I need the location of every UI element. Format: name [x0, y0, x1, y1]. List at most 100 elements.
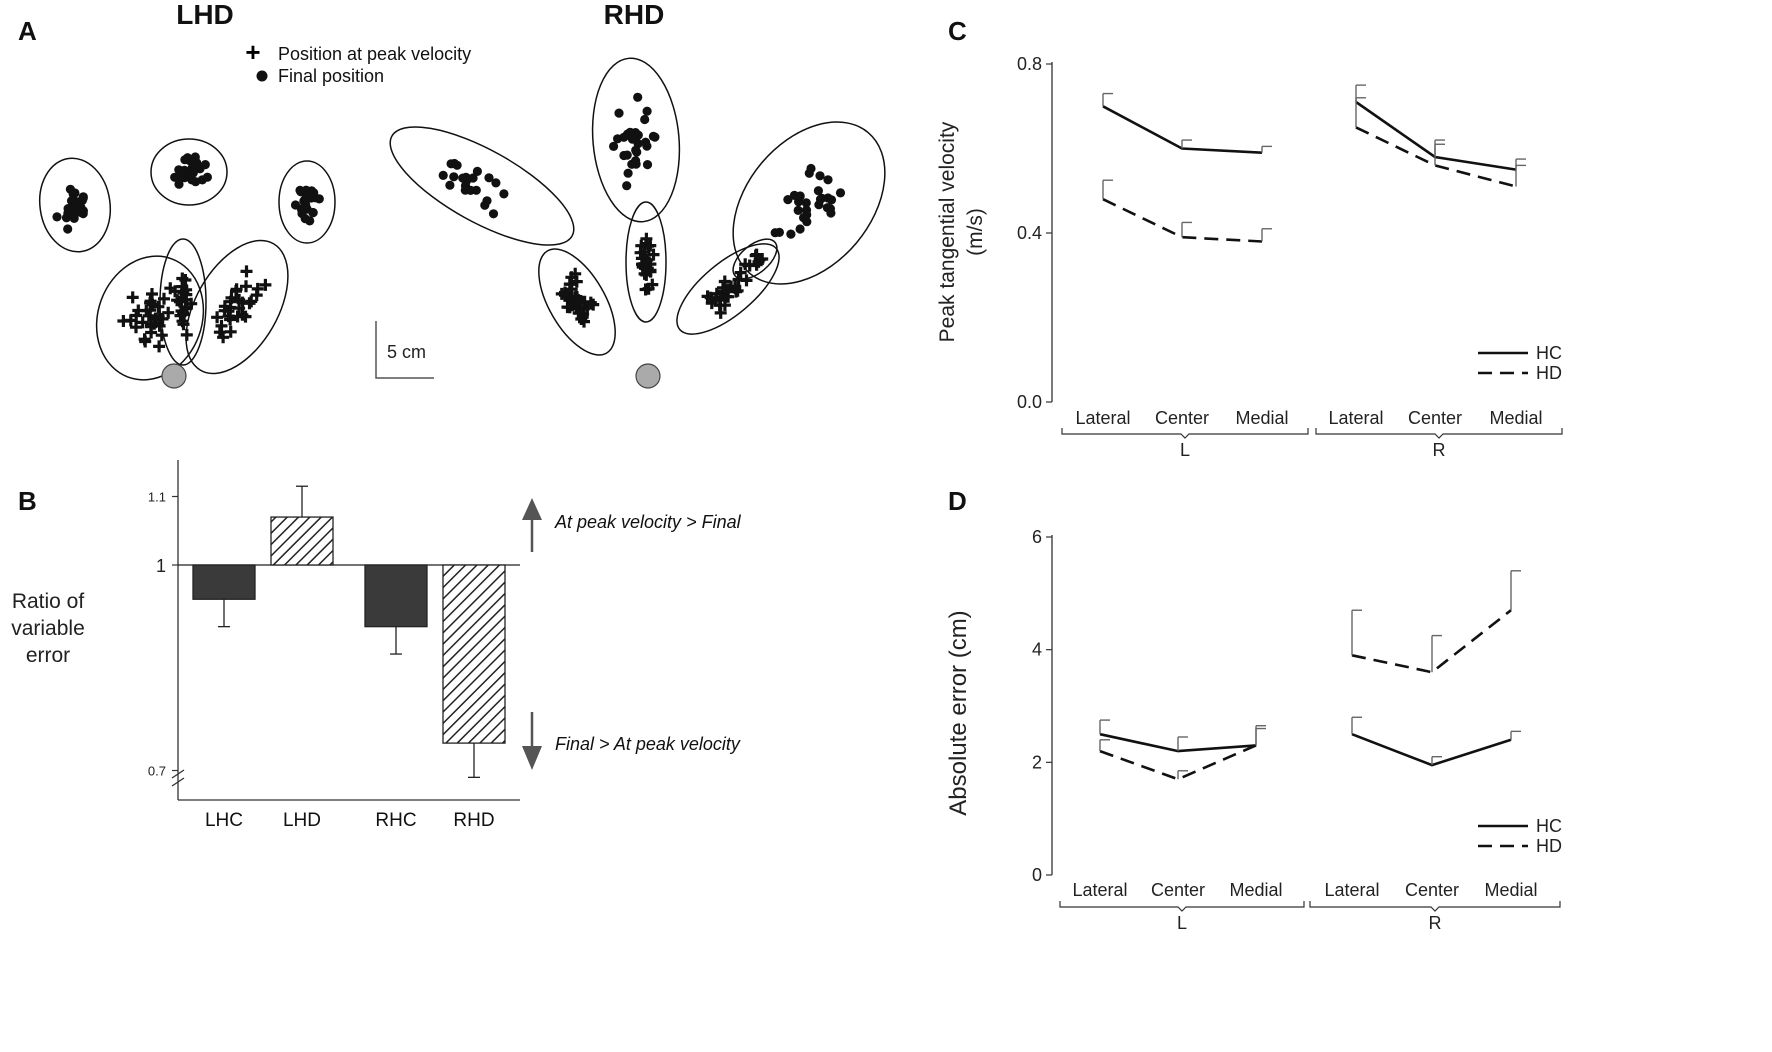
final-position-dot	[609, 141, 619, 151]
peak-velocity-cross	[559, 289, 571, 302]
peak-velocity-cross	[224, 325, 237, 338]
final-position-dot	[52, 212, 62, 222]
final-position-dot	[804, 168, 814, 178]
y-tick-label: 6	[1032, 527, 1042, 547]
peak-velocity-cross	[222, 310, 235, 323]
x-category-label: Center	[1151, 880, 1205, 900]
final-position-dot	[445, 180, 455, 190]
b-y-label-line: error	[26, 644, 70, 667]
peak-velocity-cross	[148, 317, 161, 330]
peak-velocity-cross	[571, 291, 583, 304]
chart-d: 0 2 4 6 Absolute error (cm) Lateral Center Medi…	[945, 527, 1562, 933]
ellipse-rhd-final-1	[389, 126, 575, 246]
final-position-dot	[491, 178, 501, 188]
peak-velocity-cross	[240, 265, 253, 278]
b-bar-lhd	[270, 516, 334, 566]
final-position-dot	[795, 224, 805, 234]
group-label: R	[1429, 913, 1442, 933]
scatter-marks	[52, 92, 846, 353]
peak-velocity-cross	[136, 316, 149, 329]
peak-velocity-cross	[729, 282, 742, 294]
final-position-dot	[202, 172, 212, 182]
final-position-dot	[499, 189, 509, 199]
b-x-labels: LHC LHD RHC RHD	[205, 810, 495, 831]
peak-velocity-cross	[175, 294, 188, 307]
b-y-label-line: variable	[11, 617, 85, 640]
series-line-hd	[1351, 609, 1512, 674]
group-bracket	[1061, 428, 1309, 439]
final-position-dot	[482, 196, 492, 206]
legend-label-hd: HD	[1536, 363, 1562, 383]
peak-velocity-cross	[646, 278, 659, 291]
series-line-hc	[1355, 100, 1517, 171]
peak-velocity-cross	[130, 321, 142, 334]
b-y-axis-label: Ratio of variable error	[11, 590, 85, 667]
panel-d: D 0 2 4 6 Absolute error (cm) Lateral Center Me…	[945, 486, 1562, 933]
b-y-tick-label: 1.1	[148, 490, 166, 505]
peak-velocity-cross	[124, 314, 137, 327]
legend-peak-label: Position at peak velocity	[278, 44, 471, 64]
y-axis-label: Peak tangential velocity	[936, 121, 959, 342]
peak-velocity-cross	[153, 340, 166, 353]
legend-label-hc: HC	[1536, 816, 1562, 836]
legend-cross-marker: +	[245, 37, 260, 67]
legend-label-hc: HC	[1536, 343, 1562, 363]
final-position-dot	[815, 171, 825, 181]
final-position-dot	[309, 188, 319, 198]
ellipse-rhd-peak-2	[625, 201, 667, 323]
final-position-dot	[200, 160, 210, 170]
final-position-dot	[801, 205, 812, 215]
group-label: R	[1433, 440, 1446, 460]
peak-velocity-cross	[701, 290, 714, 303]
peak-velocity-cross	[225, 291, 238, 304]
ellipse-lhd-final-3	[278, 160, 336, 244]
final-position-dot	[314, 194, 324, 204]
peak-velocity-cross	[561, 301, 574, 314]
legend-dot-marker	[256, 70, 268, 82]
final-position-dot	[783, 195, 793, 205]
y-tick-label: 0	[1032, 865, 1042, 885]
final-position-dot	[68, 189, 78, 199]
peak-velocity-cross	[587, 298, 600, 311]
b-annotation-up: At peak velocity > Final	[554, 512, 742, 532]
start-position-rhd	[635, 363, 661, 389]
peak-velocity-cross	[734, 266, 747, 279]
peak-velocity-cross	[155, 329, 168, 342]
final-position-dot	[438, 170, 448, 180]
series-line-hd	[1102, 198, 1263, 243]
peak-velocity-cross	[714, 306, 727, 319]
final-position-dot	[823, 175, 833, 185]
series-line-hc	[1099, 732, 1257, 753]
b-x-label-lhd: LHD	[283, 810, 321, 831]
final-position-dot	[835, 188, 846, 198]
final-position-dot	[631, 145, 641, 155]
peak-velocity-cross	[647, 248, 660, 261]
peak-velocity-cross	[215, 319, 228, 332]
scale-bar-line	[375, 321, 434, 379]
lhd-title: LHD	[176, 0, 234, 30]
ellipse-lhd-peak-3	[185, 239, 289, 375]
b-x-label-rhc: RHC	[375, 810, 416, 831]
panel-letter-b: B	[18, 486, 37, 516]
panel-letter-a: A	[18, 16, 37, 46]
panel-a: A LHD RHD + Position at peak velocity Fi…	[18, 0, 886, 389]
final-position-dot	[61, 213, 72, 223]
peak-velocity-cross	[176, 280, 189, 293]
ellipse-rhd-final-2	[591, 57, 681, 223]
peak-velocity-cross	[565, 271, 578, 284]
final-position-dot	[484, 173, 494, 183]
final-position-dot	[801, 198, 811, 208]
final-position-dot	[623, 168, 633, 178]
scale-bar-label: 5 cm	[387, 342, 426, 362]
b-x-label-rhd: RHD	[453, 810, 494, 831]
ellipse-lhd-peak-1	[95, 255, 205, 381]
series-line-hd	[1355, 126, 1517, 188]
chart-c: 0.0 0.4 0.8 Peak tangential velocity (m/s) La…	[936, 54, 1563, 460]
x-category-label: Medial	[1484, 880, 1537, 900]
group-bracket	[1315, 428, 1563, 439]
final-position-dot	[786, 229, 796, 239]
peak-velocity-cross	[259, 278, 272, 291]
group-bracket	[1309, 901, 1561, 912]
final-position-dot	[622, 181, 632, 191]
ellipse-rhd-peak-4	[732, 238, 778, 280]
